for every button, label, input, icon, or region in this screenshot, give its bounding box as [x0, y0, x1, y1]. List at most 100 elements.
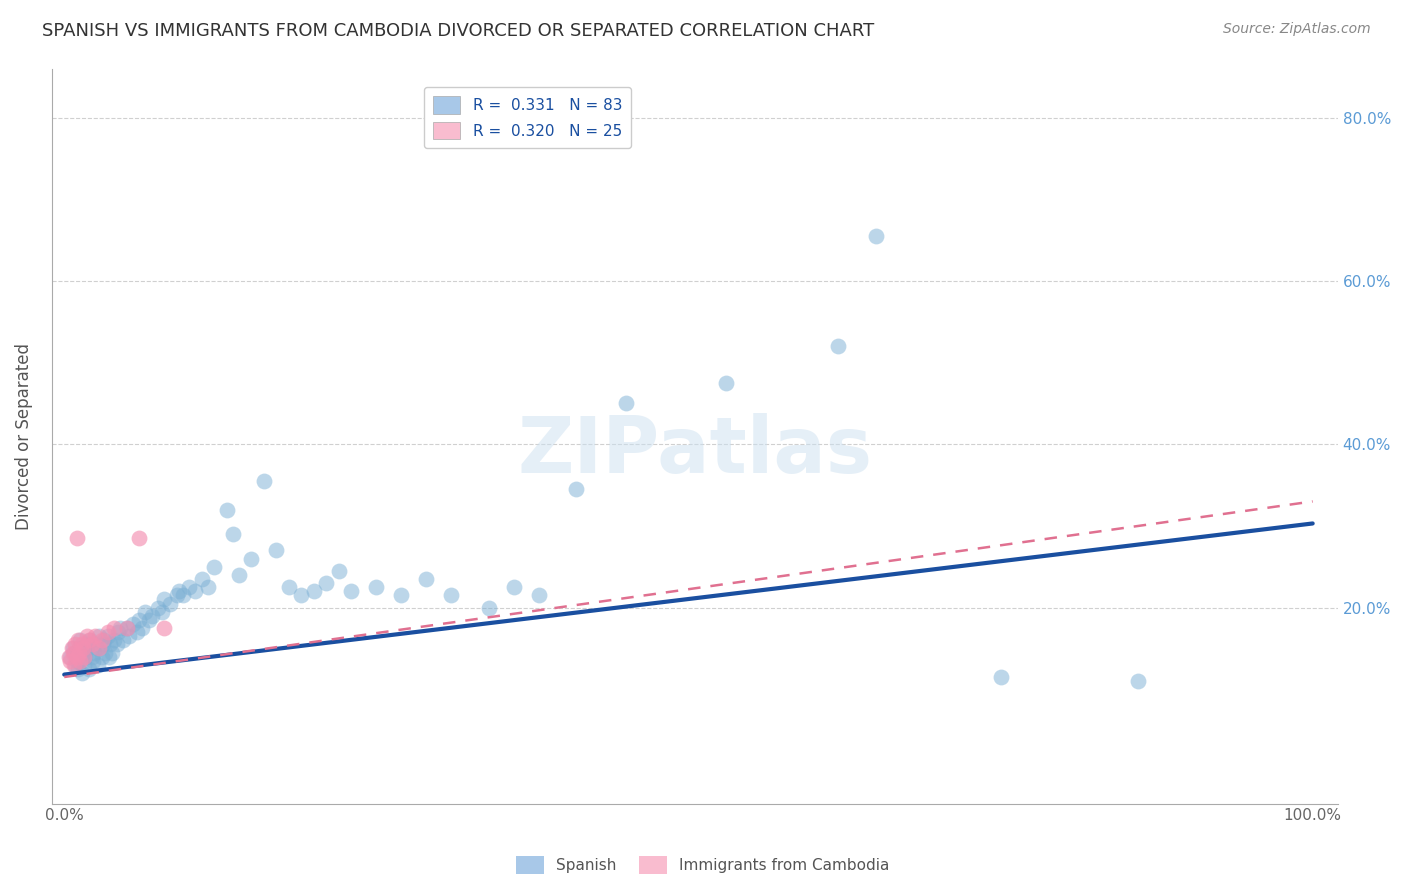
Point [278, 580, 301, 594]
Point [103, 633, 125, 648]
Point [98, 649, 121, 664]
Point [73, 657, 96, 672]
Legend: Spanish, Immigrants from Cambodia: Spanish, Immigrants from Cambodia [510, 850, 896, 880]
Point [115, 621, 138, 635]
Point [110, 621, 132, 635]
Point [69, 654, 91, 668]
Point [73, 649, 96, 664]
Point [80, 637, 103, 651]
Point [215, 502, 238, 516]
Point [614, 396, 637, 410]
Point [59, 654, 82, 668]
Point [440, 588, 463, 602]
Point [146, 600, 169, 615]
Point [118, 629, 141, 643]
Point [77, 633, 100, 648]
Point [76, 629, 98, 643]
Point [66, 633, 89, 648]
Point [415, 572, 437, 586]
Point [72, 646, 94, 660]
Point [222, 527, 245, 541]
Point [66, 531, 89, 545]
Point [77, 637, 100, 651]
Point [90, 633, 112, 648]
Point [60, 641, 83, 656]
Point [166, 588, 188, 602]
Point [72, 641, 94, 656]
Text: Source: ZipAtlas.com: Source: ZipAtlas.com [1223, 22, 1371, 37]
Point [83, 646, 105, 660]
Point [340, 584, 363, 599]
Point [87, 657, 110, 672]
Point [91, 637, 114, 651]
Point [122, 616, 145, 631]
Point [141, 608, 163, 623]
Point [502, 580, 524, 594]
Point [302, 584, 325, 599]
Point [97, 629, 120, 643]
Point [111, 633, 134, 648]
Point [69, 633, 91, 648]
Point [128, 613, 150, 627]
Point [177, 580, 200, 594]
Point [100, 637, 122, 651]
Point [66, 654, 89, 668]
Point [62, 646, 84, 660]
Point [1126, 674, 1149, 689]
Point [150, 605, 173, 619]
Point [86, 641, 108, 656]
Point [70, 637, 93, 651]
Point [82, 654, 104, 668]
Point [197, 580, 219, 594]
Text: ZIPatlas: ZIPatlas [517, 413, 872, 489]
Point [103, 621, 125, 635]
Point [478, 600, 501, 615]
Point [63, 657, 86, 672]
Point [89, 641, 111, 656]
Point [125, 625, 148, 640]
Point [990, 670, 1012, 684]
Point [159, 597, 181, 611]
Point [565, 482, 588, 496]
Point [138, 613, 160, 627]
Point [527, 588, 550, 602]
Point [58, 649, 80, 664]
Point [714, 376, 737, 390]
Point [328, 564, 350, 578]
Point [366, 580, 388, 594]
Point [290, 588, 312, 602]
Point [253, 474, 276, 488]
Point [190, 572, 212, 586]
Point [65, 657, 87, 672]
Point [131, 621, 153, 635]
Point [865, 229, 887, 244]
Point [93, 633, 115, 648]
Point [76, 641, 98, 656]
Point [153, 592, 176, 607]
Point [202, 559, 225, 574]
Point [75, 649, 97, 664]
Point [80, 649, 103, 664]
Point [827, 339, 849, 353]
Point [70, 665, 93, 680]
Y-axis label: Divorced or Separated: Divorced or Separated [15, 343, 32, 530]
Point [59, 649, 82, 664]
Point [77, 662, 100, 676]
Point [67, 641, 90, 656]
Point [84, 629, 107, 643]
Point [266, 543, 288, 558]
Point [67, 646, 90, 660]
Point [97, 625, 120, 640]
Legend: R =  0.331   N = 83, R =  0.320   N = 25: R = 0.331 N = 83, R = 0.320 N = 25 [423, 87, 631, 148]
Point [66, 649, 89, 664]
Point [62, 641, 84, 656]
Point [153, 621, 176, 635]
Point [90, 649, 112, 664]
Point [66, 662, 89, 676]
Point [228, 568, 250, 582]
Point [94, 646, 117, 660]
Point [63, 646, 86, 660]
Point [107, 625, 129, 640]
Point [134, 605, 156, 619]
Point [389, 588, 412, 602]
